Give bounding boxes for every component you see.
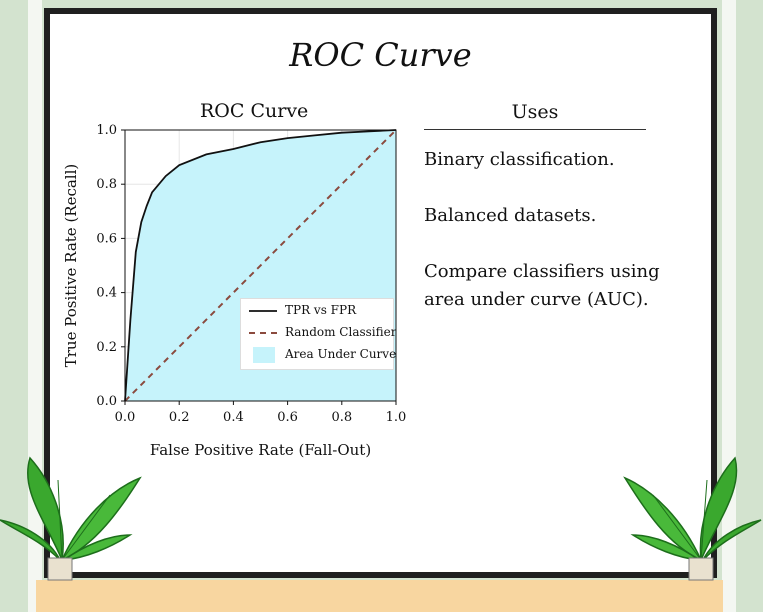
legend-label-tpr: TPR vs FPR <box>285 303 357 317</box>
legend-swatch-dashed <box>249 332 277 334</box>
legend-swatch-area <box>253 347 275 363</box>
y-tick-label: 0.0 <box>96 394 117 409</box>
random-classifier-line <box>124 129 397 402</box>
x-tick-label: 0.8 <box>331 410 352 425</box>
legend-label-random: Random Classifier <box>285 325 397 339</box>
plot-frame <box>124 129 397 402</box>
page-title: ROC Curve <box>289 36 472 74</box>
left-plant-illustration <box>0 456 142 581</box>
y-tick-label: 0.6 <box>96 231 117 246</box>
shelf <box>36 580 723 612</box>
chart-legend: TPR vs FPR Random Classifier Area Under … <box>240 298 397 370</box>
y-axis-label: True Positive Rate (Recall) <box>62 164 80 368</box>
use-item-binary: Binary classification. <box>424 149 615 170</box>
tpr-vs-fpr-line <box>124 129 397 402</box>
legend-item-area: Area Under Curve <box>241 345 397 365</box>
legend-label-area: Area Under Curve <box>285 347 397 361</box>
use-item-compare: Compare classifiers using area under cur… <box>424 261 660 310</box>
legend-item-tpr: TPR vs FPR <box>241 301 393 321</box>
legend-item-random: Random Classifier <box>241 323 397 343</box>
x-tick-label: 0.4 <box>223 410 244 425</box>
y-tick-label: 0.2 <box>96 340 117 355</box>
use-item-balanced: Balanced datasets. <box>424 205 597 226</box>
x-tick-label: 0.0 <box>115 410 136 425</box>
y-tick-label: 0.4 <box>96 286 117 301</box>
legend-swatch-solid <box>249 310 277 312</box>
roc-chart: 0.00.0 0.2 0.2 0.4 0.4 0.6 0.6 0.8 0.8 1.0 1.0 Fal… <box>62 123 407 459</box>
x-tick-label: 0.6 <box>277 410 298 425</box>
chart-title: ROC Curve <box>200 100 309 122</box>
right-plant-illustration <box>623 456 762 581</box>
x-axis-label: False Positive Rate (Fall-Out) <box>150 441 371 459</box>
uses-divider <box>424 129 646 130</box>
right-strip <box>722 0 736 612</box>
y-tick-label: 0.8 <box>96 177 117 192</box>
x-tick-label: 0.2 <box>169 410 190 425</box>
uses-heading: Uses <box>511 101 559 123</box>
y-tick-label: 1.0 <box>96 123 117 138</box>
x-tick-label: 1.0 <box>386 410 407 425</box>
